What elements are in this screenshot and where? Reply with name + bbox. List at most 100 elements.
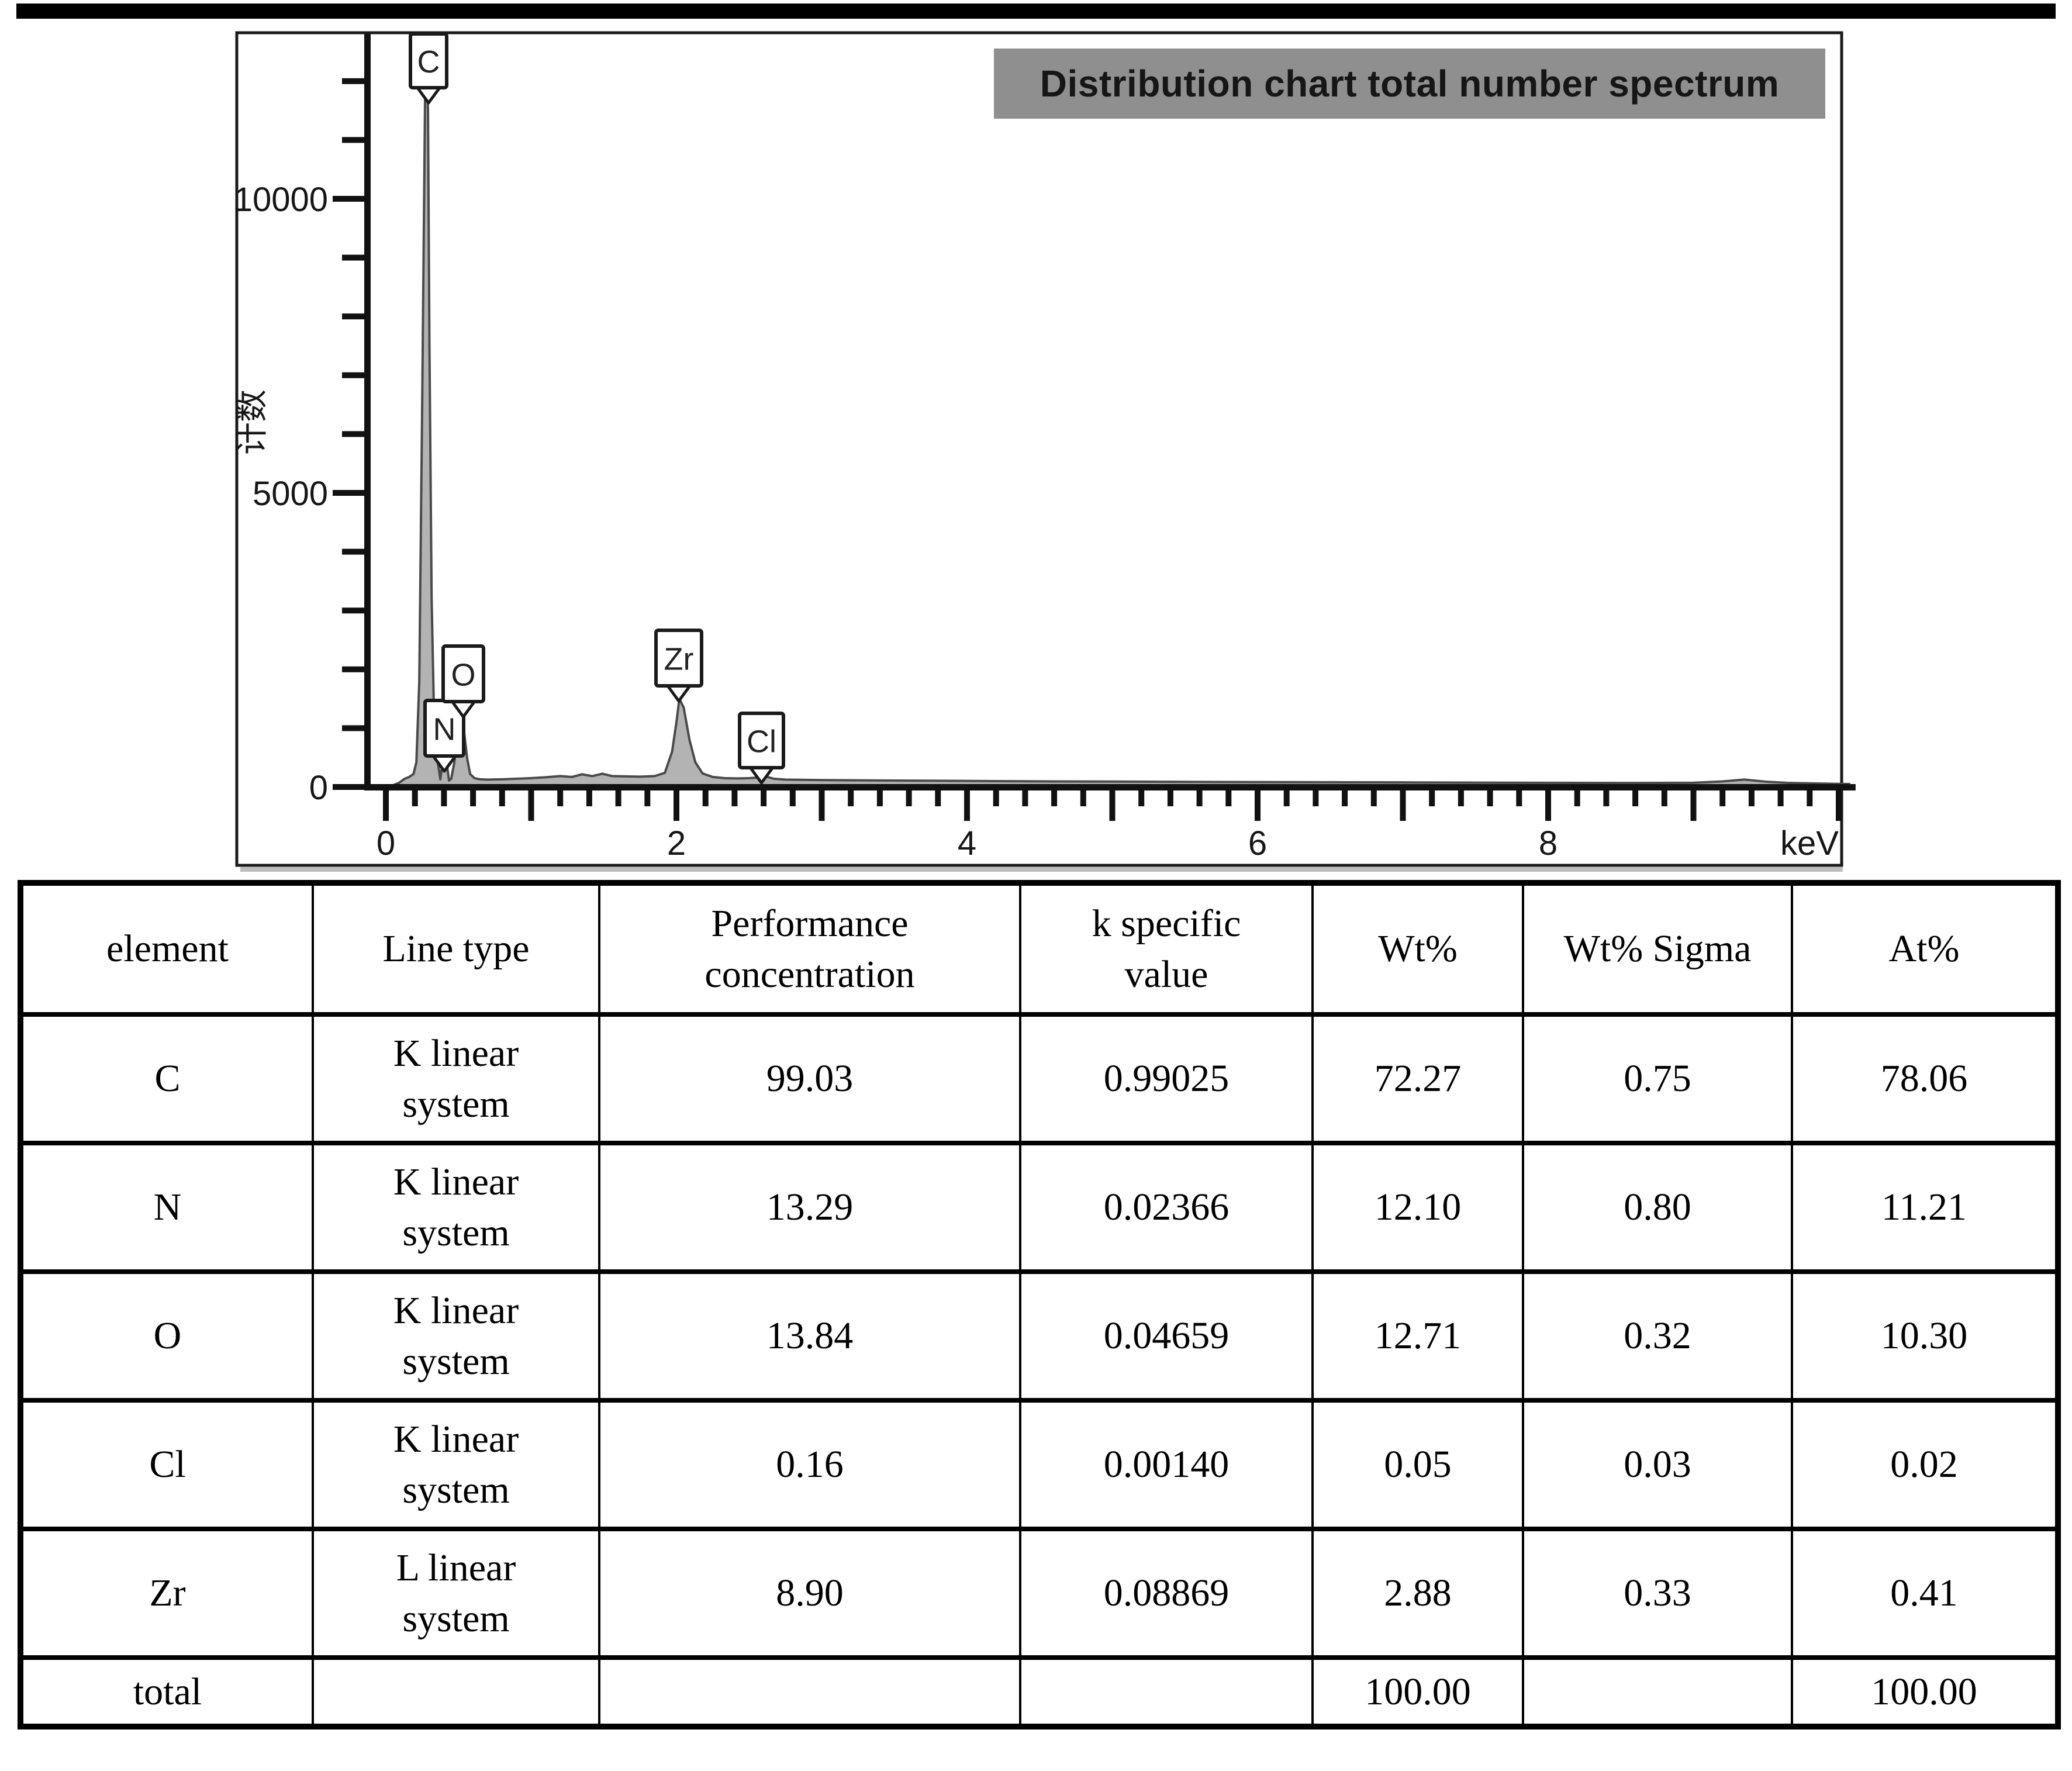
x-minor-tick	[1516, 790, 1522, 806]
peak-label-box	[738, 712, 785, 769]
x-minor-tick	[1313, 790, 1319, 806]
table-cell-r3-c1: K linear system	[312, 1398, 600, 1531]
x-tick-label: 0	[377, 824, 395, 862]
table-cell-r5-c4: 100.00	[1311, 1655, 1524, 1729]
table-cell-r1-c6: 11.21	[1791, 1141, 2059, 1274]
x-tick-label: 4	[958, 824, 976, 862]
x-major-tick	[819, 790, 825, 821]
x-minor-tick	[1022, 790, 1028, 806]
header-cell-col0: element	[19, 881, 314, 1017]
header-cell-col5: Wt% Sigma	[1522, 881, 1793, 1017]
x-major-tick	[1109, 790, 1116, 821]
x-major-tick	[383, 790, 389, 821]
table-cell-r2-c5: 0.32	[1522, 1269, 1793, 1403]
x-minor-tick	[1603, 790, 1610, 806]
peak-label-text: N	[433, 712, 456, 747]
x-minor-tick	[1458, 790, 1464, 806]
x-minor-tick	[644, 790, 651, 806]
x-tick-label: 2	[667, 824, 686, 862]
table-cell-r0-c5: 0.75	[1522, 1012, 1793, 1145]
x-minor-tick	[731, 790, 738, 806]
x-minor-tick	[470, 790, 476, 806]
x-minor-tick	[702, 790, 709, 806]
x-minor-tick	[557, 790, 564, 806]
table-cell-r1-c5: 0.80	[1522, 1141, 1793, 1274]
table-cell-r4-c5: 0.33	[1522, 1527, 1793, 1660]
table-cell-r4-c6: 0.41	[1791, 1527, 2059, 1660]
y-major-tick	[333, 784, 364, 790]
table-cell-r3-c2: 0.16	[598, 1398, 1021, 1531]
peak-label-text: Cl	[747, 724, 776, 760]
table-cell-r3-c5: 0.03	[1522, 1398, 1793, 1531]
x-minor-tick	[1632, 790, 1639, 806]
x-minor-tick	[1807, 790, 1813, 806]
x-major-tick	[1690, 790, 1697, 821]
table-cell-r3-c0: Cl	[19, 1398, 314, 1531]
x-minor-tick	[1342, 790, 1348, 806]
table-row-Zr: Zr L linear system 8.90 0.08869 2.88 0.33 0.41	[19, 1527, 2059, 1660]
x-major-tick	[1400, 790, 1406, 821]
x-major-tick	[964, 790, 970, 821]
x-minor-tick	[441, 790, 447, 806]
table-cell-r5-c1	[312, 1655, 600, 1729]
x-minor-tick	[935, 790, 941, 806]
table-cell-r0-c1: K linear system	[312, 1012, 600, 1145]
table-cell-r2-c1: K linear system	[312, 1269, 600, 1403]
table-cell-r4-c1: L linear system	[312, 1527, 600, 1660]
table-cell-r4-c2: 8.90	[598, 1527, 1021, 1660]
x-minor-tick	[1225, 790, 1232, 806]
table-cell-r4-c0: Zr	[19, 1527, 314, 1660]
peak-label-text: O	[451, 658, 475, 693]
table-row-total: total 100.00 100.00	[19, 1655, 2059, 1729]
y-tick-label: 10000	[234, 181, 328, 219]
header-cell-col4: Wt%	[1311, 881, 1524, 1017]
table-row-Cl: Cl K linear system 0.16 0.00140 0.05 0.03 0.02	[19, 1398, 2059, 1531]
x-major-tick	[1255, 790, 1261, 821]
x-minor-tick	[1661, 790, 1667, 806]
x-minor-tick	[848, 790, 854, 806]
y-minor-tick	[342, 725, 364, 731]
table-cell-r0-c4: 72.27	[1311, 1012, 1524, 1145]
x-minor-tick	[1167, 790, 1173, 806]
table-cell-r5-c2	[598, 1655, 1021, 1729]
table-cell-r4-c3: 0.08869	[1019, 1527, 1314, 1660]
x-minor-tick	[412, 790, 418, 806]
x-minor-tick	[1429, 790, 1435, 806]
x-minor-tick	[1283, 790, 1290, 806]
y-minor-tick	[342, 372, 364, 378]
eds-spectrum-chart: 0 5000 10000 计数 0 2 4 6 8 keV C N O Zr Cl Distribution…	[0, 0, 2072, 880]
table-cell-r3-c3: 0.00140	[1019, 1398, 1314, 1531]
x-tick-label: 8	[1539, 824, 1558, 862]
x-major-tick	[528, 790, 534, 821]
table-cell-r2-c2: 13.84	[598, 1269, 1021, 1403]
top-divider-bar	[16, 4, 2056, 19]
x-major-tick	[1545, 790, 1551, 821]
chart-title-badge: Distribution chart total number spectrum	[994, 49, 1825, 119]
x-major-tick	[674, 790, 679, 821]
table-cell-r5-c3	[1019, 1655, 1314, 1729]
table-cell-r4-c4: 2.88	[1311, 1527, 1524, 1660]
table-cell-r2-c3: 0.04659	[1019, 1269, 1314, 1403]
table-cell-r2-c4: 12.71	[1311, 1269, 1524, 1403]
x-minor-tick	[1196, 790, 1203, 806]
table-cell-r0-c6: 78.06	[1791, 1012, 2059, 1145]
table-cell-r1-c0: N	[19, 1141, 314, 1274]
y-tick-label: 5000	[253, 475, 328, 513]
x-minor-tick	[1138, 790, 1145, 806]
header-row: element Line type Performance concentratio…	[19, 881, 2059, 1017]
table-cell-r0-c2: 99.03	[598, 1012, 1021, 1145]
table-cell-r2-c6: 10.30	[1791, 1269, 2059, 1403]
x-minor-tick	[876, 790, 883, 806]
spectrum-plot-canvas: 0 5000 10000 计数 0 2 4 6 8 keV C NO Zr Cl	[233, 31, 1856, 872]
x-axis-baseline	[364, 784, 1856, 790]
peak-label-box	[409, 32, 448, 89]
x-axis-unit-label: keV	[1780, 824, 1839, 862]
x-minor-tick	[993, 790, 999, 806]
frame-shadow	[240, 867, 1843, 872]
y-minor-tick	[342, 254, 364, 261]
eds-results-table: element Line type Performance concentratio…	[18, 880, 2061, 1729]
x-minor-tick	[1487, 790, 1493, 806]
